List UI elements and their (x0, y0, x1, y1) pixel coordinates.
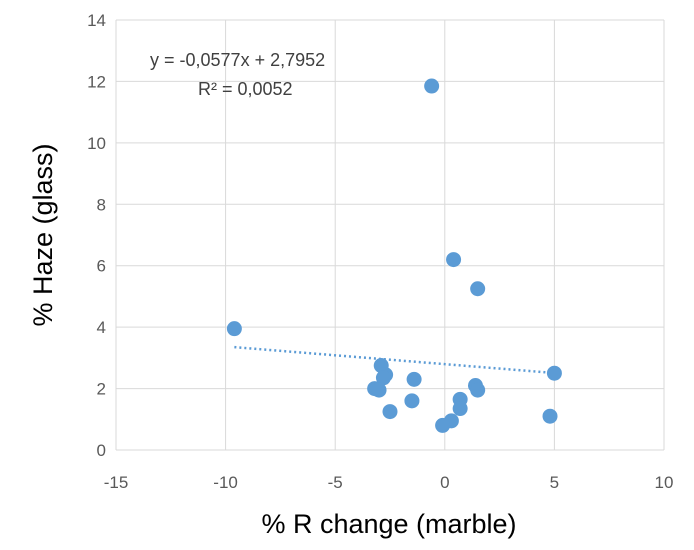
data-point (424, 78, 440, 94)
y-tick-label: 6 (97, 257, 106, 276)
y-axis-title: % Haze (glass) (28, 143, 58, 326)
x-tick-label: -15 (104, 473, 129, 492)
x-tick-label: -10 (213, 473, 238, 492)
x-axis-tick-labels: -15 -10 -5 0 5 10 (104, 473, 674, 492)
data-point (226, 321, 242, 337)
data-point (371, 382, 387, 398)
x-tick-label: 10 (655, 473, 674, 492)
trendline (234, 345, 555, 375)
x-axis-title: % R change (marble) (261, 509, 516, 539)
data-point (542, 408, 558, 424)
x-tick-label: 5 (550, 473, 559, 492)
data-point (375, 370, 391, 386)
data-point (452, 401, 468, 417)
data-point (382, 404, 398, 420)
y-tick-label: 0 (97, 441, 106, 460)
trendline-equation: y = -0,0577x + 2,7952 (150, 50, 325, 70)
y-tick-label: 12 (87, 72, 106, 91)
y-tick-label: 8 (97, 195, 106, 214)
y-tick-label: 14 (87, 11, 106, 30)
data-point (446, 252, 462, 268)
x-tick-label: -5 (328, 473, 343, 492)
r-squared-label: R² = 0,0052 (198, 79, 293, 99)
y-axis-tick-labels: 0 2 4 6 8 10 12 14 (87, 11, 106, 460)
data-point (404, 393, 420, 409)
data-point (470, 281, 486, 297)
data-point (546, 365, 562, 381)
data-point (470, 382, 486, 398)
data-point (406, 371, 422, 387)
y-tick-label: 2 (97, 380, 106, 399)
data-points (226, 78, 562, 433)
y-tick-label: 4 (97, 318, 106, 337)
data-point (435, 417, 451, 433)
y-tick-label: 10 (87, 134, 106, 153)
x-tick-label: 0 (440, 473, 449, 492)
